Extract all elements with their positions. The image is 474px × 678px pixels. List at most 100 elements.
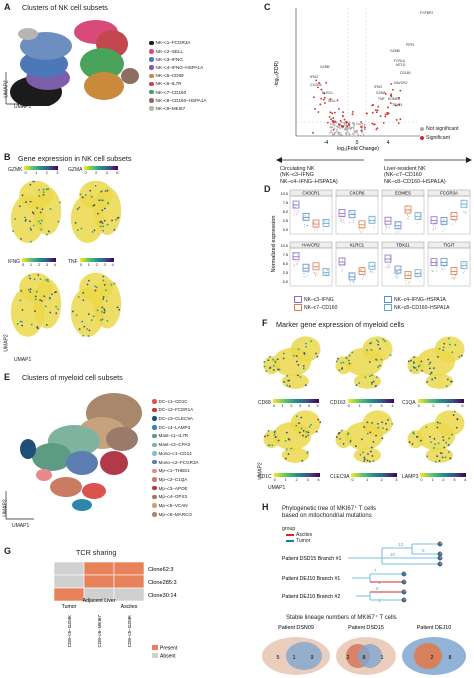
- expression-point: [458, 355, 461, 358]
- jitter-point: [371, 267, 373, 269]
- jitter-point: [442, 263, 444, 265]
- heatmap-cell: [113, 574, 145, 589]
- panel-g-label: G: [4, 546, 12, 556]
- volcano-point: [323, 96, 326, 99]
- venn-diagrams: Patient DSN09 5 1 9 Patient DSD15 2 8 1 Patient …: [262, 625, 466, 675]
- expression-point: [44, 279, 47, 281]
- jitter-point: [363, 229, 365, 231]
- expression-point: [372, 440, 375, 443]
- nk-umap-clusters: [10, 20, 139, 106]
- volcano-point: [387, 112, 390, 115]
- jitter-point: [293, 257, 295, 259]
- branch-length-label: 10: [390, 552, 396, 557]
- volcano-point: [333, 121, 335, 124]
- expression-point: [81, 320, 84, 323]
- legend-item: NK–c4–IFNG–HSPA1A: [384, 296, 474, 303]
- jitter-point: [388, 267, 390, 269]
- expression-point: [36, 326, 39, 329]
- legend-swatch: [152, 407, 157, 413]
- legend-label: Mono–c1–CD14: [158, 450, 192, 456]
- expression-point: [413, 360, 415, 363]
- jitter-point: [435, 263, 437, 265]
- colorbar: [21, 258, 56, 262]
- expression-point: [381, 437, 384, 440]
- volcano-point: [328, 116, 331, 118]
- expression-point: [420, 439, 422, 442]
- expression-point: [430, 371, 433, 374]
- colorbar-row: CD163 0 1 2 3 4: [330, 399, 398, 408]
- expression-point: [90, 319, 93, 322]
- expression-point: [32, 224, 35, 227]
- jitter-point: [462, 262, 464, 265]
- expression-point: [94, 285, 97, 288]
- expression-point: [455, 426, 458, 429]
- facet-frame: [289, 195, 333, 235]
- myeloid-cluster-umap: [5, 393, 142, 520]
- legend-swatch: [294, 304, 302, 311]
- jitter-point: [387, 225, 389, 227]
- jitter-point: [306, 224, 309, 227]
- expression-point: [272, 358, 274, 361]
- expression-point: [442, 439, 445, 442]
- expression-point: [301, 459, 304, 462]
- expression-point: [40, 299, 43, 302]
- box: [302, 263, 310, 272]
- expression-point: [266, 434, 269, 437]
- jitter-point: [452, 276, 454, 279]
- jitter-point: [304, 219, 306, 221]
- volcano-point: [361, 124, 364, 127]
- expression-point: [315, 430, 318, 433]
- legend-label: NK–c2–SELL: [155, 48, 184, 54]
- expression-point: [30, 228, 32, 231]
- jitter-point: [408, 218, 410, 220]
- expression-point: [381, 421, 384, 424]
- expression-point: [428, 367, 431, 370]
- expression-point: [361, 438, 363, 441]
- tip-node: [437, 555, 443, 561]
- volcano-point: [345, 131, 348, 134]
- expression-point: [429, 435, 431, 438]
- expression-point: [24, 219, 27, 221]
- colorbar-tick: 1: [284, 477, 287, 482]
- expression-point: [31, 211, 34, 214]
- colorbar-tick: 2: [442, 477, 445, 482]
- volcano-point: [345, 133, 348, 136]
- umap1-label: UMAP1: [268, 485, 286, 491]
- expression-point: [302, 364, 305, 367]
- expression-point: [338, 431, 341, 434]
- expression-point: [302, 434, 304, 437]
- colorbar: [351, 473, 398, 477]
- jitter-point: [442, 225, 444, 227]
- expression-point: [441, 456, 444, 459]
- jitter-point: [349, 283, 351, 285]
- expression-point: [447, 378, 449, 381]
- expression-point: [113, 282, 116, 285]
- expression-point: [299, 376, 302, 378]
- expression-point: [409, 369, 412, 372]
- venn-count: 8: [449, 655, 452, 661]
- legend-item: NK–c3–IFNG: [149, 55, 249, 63]
- panel-d-label: D: [264, 184, 271, 194]
- volcano-point: [338, 131, 341, 134]
- legend-item: NK–c9–MKI67: [149, 105, 249, 113]
- expression-point: [29, 200, 32, 203]
- jitter-point: [341, 268, 343, 271]
- jitter-point: [443, 269, 445, 271]
- legend-swatch: [152, 477, 157, 482]
- tip-node: [401, 571, 407, 577]
- volcano-point: [386, 111, 389, 114]
- volcano-point: [317, 111, 320, 113]
- expression-point: [101, 306, 104, 309]
- expression-point: [284, 457, 287, 460]
- volcano-point: [312, 131, 314, 134]
- legend-item: NK–c3–IFNG: [294, 296, 384, 303]
- colorbar-tick: 1: [35, 170, 38, 175]
- expression-point: [14, 218, 17, 221]
- gene-label: IFNG: [8, 258, 20, 265]
- expression-point: [101, 209, 104, 212]
- expression-blob: [335, 430, 352, 449]
- expression-point: [103, 284, 106, 286]
- volcano-point: [363, 134, 365, 137]
- expression-point: [285, 431, 288, 434]
- venn-count: 1: [293, 655, 296, 661]
